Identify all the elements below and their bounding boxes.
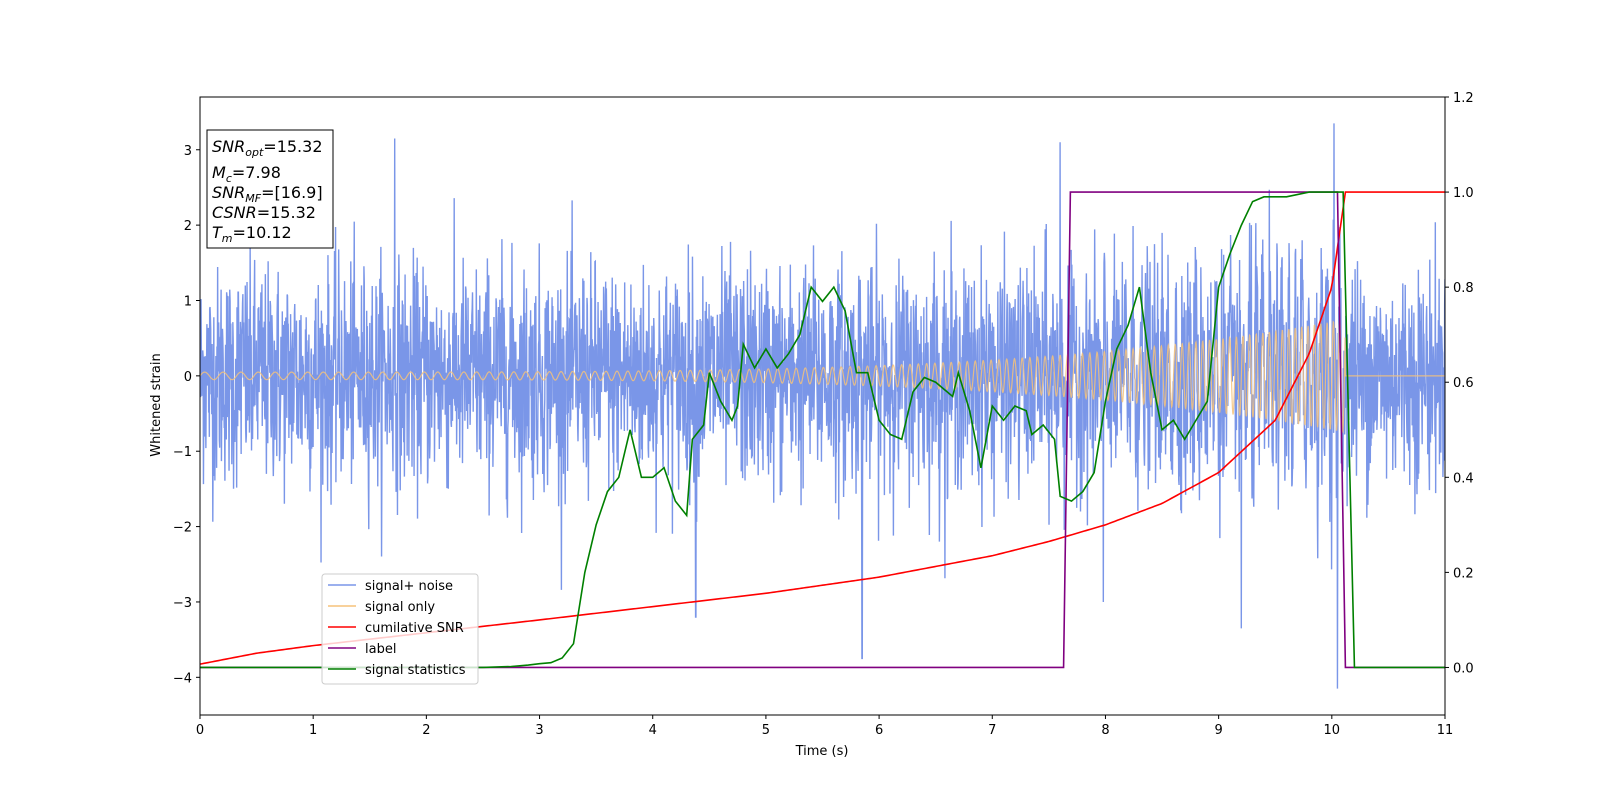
y-axis-right: 0.0 0.2 0.4 0.6 0.8 1.0 1.2 [1445,91,1474,676]
legend-item-signal-only: signal only [328,600,435,615]
y2-tick-label: 0.4 [1453,471,1474,486]
series-signal-statistics [200,191,1445,669]
info-snr-opt: SNRopt=15.32 [212,137,323,159]
legend-item-signal-statistics: signal statistics [328,663,466,678]
legend-label-signal-only: signal only [365,600,435,615]
info-snr-mf: SNRMF=[16.9] [212,183,323,205]
y-tick-label: 2 [184,219,192,234]
x-tick-label: 2 [422,723,430,738]
y2-tick-label: 1.2 [1453,91,1474,106]
x-tick-label: 8 [1101,723,1109,738]
series-signal-noise [200,123,1445,689]
x-tick-label: 4 [649,723,657,738]
x-tick-label: 5 [762,723,770,738]
legend-item-cumulative-snr: cumilative SNR [328,621,464,636]
legend-label-label: label [365,642,396,657]
y2-tick-label: 0.6 [1453,376,1474,391]
x-axis-label: Time (s) [795,744,849,759]
legend-label-signal-noise: signal+ noise [365,579,453,594]
y-tick-label: −1 [173,445,192,460]
y-tick-label: 3 [184,144,192,159]
info-mc: Mc=7.98 [212,163,281,185]
y-tick-label: 1 [184,294,192,309]
x-tick-label: 7 [988,723,996,738]
series-signal-only [200,319,1445,434]
y2-tick-label: 1.0 [1453,186,1474,201]
axes-frame [199,96,1446,716]
y-tick-label: 0 [184,370,192,385]
legend-label-cumulative-snr: cumilative SNR [365,621,464,636]
legend-item-label: label [328,642,396,657]
y-tick-label: −3 [173,596,192,611]
y-tick-label: −2 [173,521,192,536]
info-tm: Tm=10.12 [212,223,292,245]
y2-tick-label: 0.0 [1453,661,1474,676]
x-tick-label: 0 [196,723,204,738]
legend: signal+ noise signal only cumilative SNR… [321,573,479,685]
y-tick-label: −4 [173,671,192,686]
x-tick-label: 3 [535,723,543,738]
y2-tick-label: 0.8 [1453,281,1474,296]
y-axis-left: −4 −3 −2 −1 0 1 2 3 [173,144,200,686]
y-axis-label: Whitened strain [149,353,164,456]
info-box-frame [206,129,334,249]
legend-label-signal-statistics: signal statistics [365,663,466,678]
info-csnr: CSNR=15.32 [212,203,316,222]
legend-frame [321,573,479,685]
x-tick-label: 9 [1214,723,1222,738]
x-axis: 0 1 2 3 4 5 6 7 8 9 10 11 [196,715,1453,738]
x-tick-label: 6 [875,723,883,738]
x-tick-label: 1 [309,723,317,738]
info-box: SNRopt=15.32 Mc=7.98 SNRMF=[16.9] CSNR=1… [206,129,334,249]
x-tick-label: 10 [1324,723,1341,738]
x-tick-label: 11 [1437,723,1454,738]
y2-tick-label: 0.2 [1453,566,1474,581]
legend-item-signal-noise: signal+ noise [328,579,453,594]
